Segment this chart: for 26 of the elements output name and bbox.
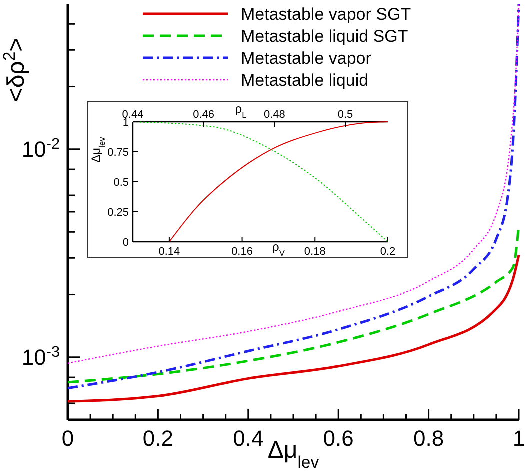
x-axis-title: Δμ$_{lev}$ [268,437,320,471]
x2-axis-title: ρ$_{L}$ [235,102,248,120]
x-tick-label: 0.16 [232,246,253,258]
x-tick-label: 0.8 [414,426,444,451]
y-tick-label: 10$^{-2}$ [22,136,60,162]
x-tick-label: 0.18 [304,246,326,258]
x-tick-label: 0.2 [380,246,396,258]
x-tick-label: 0.14 [158,246,180,258]
x2-tick-label: 0.46 [193,109,215,121]
y-tick-label: 0 [122,236,129,249]
y-tick-label: 10$^{-3}$ [22,344,60,370]
x2-tick-label: 0.48 [264,109,286,121]
x-tick-label: 0.2 [142,426,174,451]
y-tick-label: 0.25 [108,206,129,219]
y-tick-label: 1 [122,116,129,129]
y-tick-label: 0.5 [114,176,129,189]
x-tick-label: 1 [512,426,525,451]
legend-label: Metastable vapor SGT [241,5,412,24]
y-tick-label: 0.75 [108,146,129,159]
x-tick-label: 0.4 [233,426,264,451]
legend-label: Metastable liquid SGT [241,27,408,46]
x2-tick-label: 0.5 [338,109,354,121]
x-axis-title: ρ$_{V}$ [272,240,286,258]
legend-label: Metastable liquid [241,71,369,90]
x-tick-label: 0.6 [323,426,354,451]
legend-label: Metastable vapor [241,49,372,68]
